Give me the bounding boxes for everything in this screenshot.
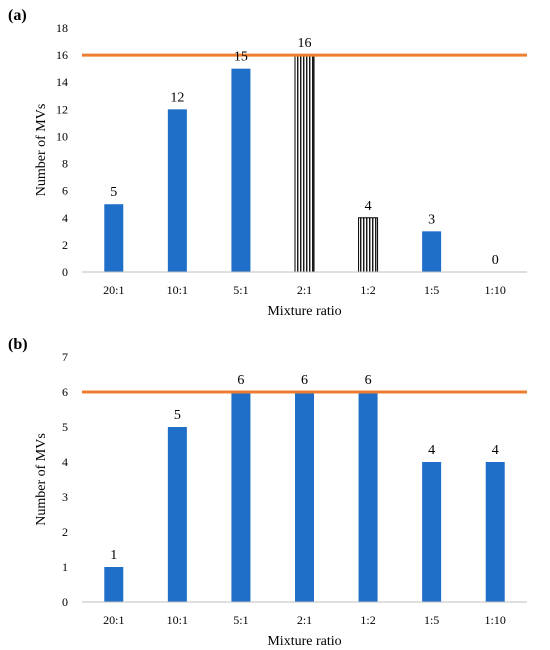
- x-axis-title: Mixture ratio: [267, 634, 341, 649]
- bar: [422, 231, 442, 272]
- y-tick-label: 8: [62, 157, 68, 171]
- x-tick-label: 1:5: [424, 283, 439, 297]
- data-label: 12: [170, 90, 184, 105]
- bar: [167, 427, 187, 602]
- bar: [167, 109, 187, 272]
- x-tick-label: 1:10: [485, 283, 506, 297]
- x-tick-label: 2:1: [297, 283, 312, 297]
- y-tick-label: 4: [62, 455, 68, 469]
- x-tick-label: 5:1: [233, 613, 248, 627]
- data-label: 6: [301, 373, 308, 388]
- bar: [485, 462, 505, 602]
- chart-panel-b: (b) 0 1 2 3 4 5 6 7 Number of MVs 1 5 6 6 6 4 4 20:1 10:1 5…: [8, 336, 527, 649]
- y-tick-label: 3: [62, 490, 68, 504]
- data-label: 15: [234, 50, 248, 65]
- bar: [358, 217, 379, 273]
- y-tick-label: 16: [56, 48, 68, 62]
- x-tick-label: 2:1: [297, 613, 312, 627]
- x-tick-label: 20:1: [103, 613, 124, 627]
- x-axis-title: Mixture ratio: [267, 304, 341, 319]
- y-axis-title: Number of MVs: [34, 433, 49, 526]
- data-label: 5: [174, 408, 181, 423]
- data-label: 0: [492, 253, 499, 268]
- bar: [422, 462, 442, 602]
- x-tick-label: 5:1: [233, 283, 248, 297]
- data-label: 16: [298, 36, 312, 51]
- data-label: 1: [110, 548, 117, 563]
- y-tick-label: 18: [56, 21, 68, 35]
- data-label: 6: [365, 373, 372, 388]
- y-tick-label: 4: [62, 211, 68, 225]
- x-tick-label: 20:1: [103, 283, 124, 297]
- data-label: 4: [492, 443, 499, 458]
- bar: [231, 392, 251, 602]
- bar: [358, 392, 378, 602]
- y-tick-label: 0: [62, 265, 68, 279]
- x-tick-label: 10:1: [167, 283, 188, 297]
- y-tick-label: 10: [56, 129, 68, 143]
- panel-label: (a): [8, 7, 27, 24]
- data-label: 6: [237, 373, 244, 388]
- bar: [231, 68, 251, 273]
- y-tick-label: 0: [62, 595, 68, 609]
- y-tick-label: 6: [62, 385, 68, 399]
- x-tick-label: 1:5: [424, 613, 439, 627]
- y-tick-label: 6: [62, 184, 68, 198]
- x-tick-label: 10:1: [167, 613, 188, 627]
- panel-label: (b): [8, 336, 28, 353]
- y-tick-label: 2: [62, 238, 68, 252]
- data-label: 3: [428, 212, 435, 227]
- x-tick-label: 1:2: [360, 283, 375, 297]
- bar: [295, 392, 314, 602]
- data-label: 4: [365, 199, 372, 214]
- data-label: 4: [428, 443, 435, 458]
- y-tick-label: 12: [56, 102, 68, 116]
- x-tick-label: 1:10: [485, 613, 506, 627]
- bar: [104, 204, 124, 272]
- x-tick-label: 1:2: [360, 613, 375, 627]
- y-tick-label: 5: [62, 420, 68, 434]
- bar: [104, 567, 124, 602]
- y-tick-label: 1: [62, 560, 68, 574]
- chart-panel-a: (a) 0 2 4 6 8 10 12 14 16 18 Number of MVs 5 12 15 16 4 3…: [8, 7, 527, 319]
- y-tick-label: 2: [62, 525, 68, 539]
- y-tick-label: 7: [62, 350, 68, 364]
- y-axis-title: Number of MVs: [34, 104, 49, 197]
- data-label: 5: [110, 185, 117, 200]
- bar: [294, 54, 315, 273]
- y-tick-label: 14: [56, 75, 68, 89]
